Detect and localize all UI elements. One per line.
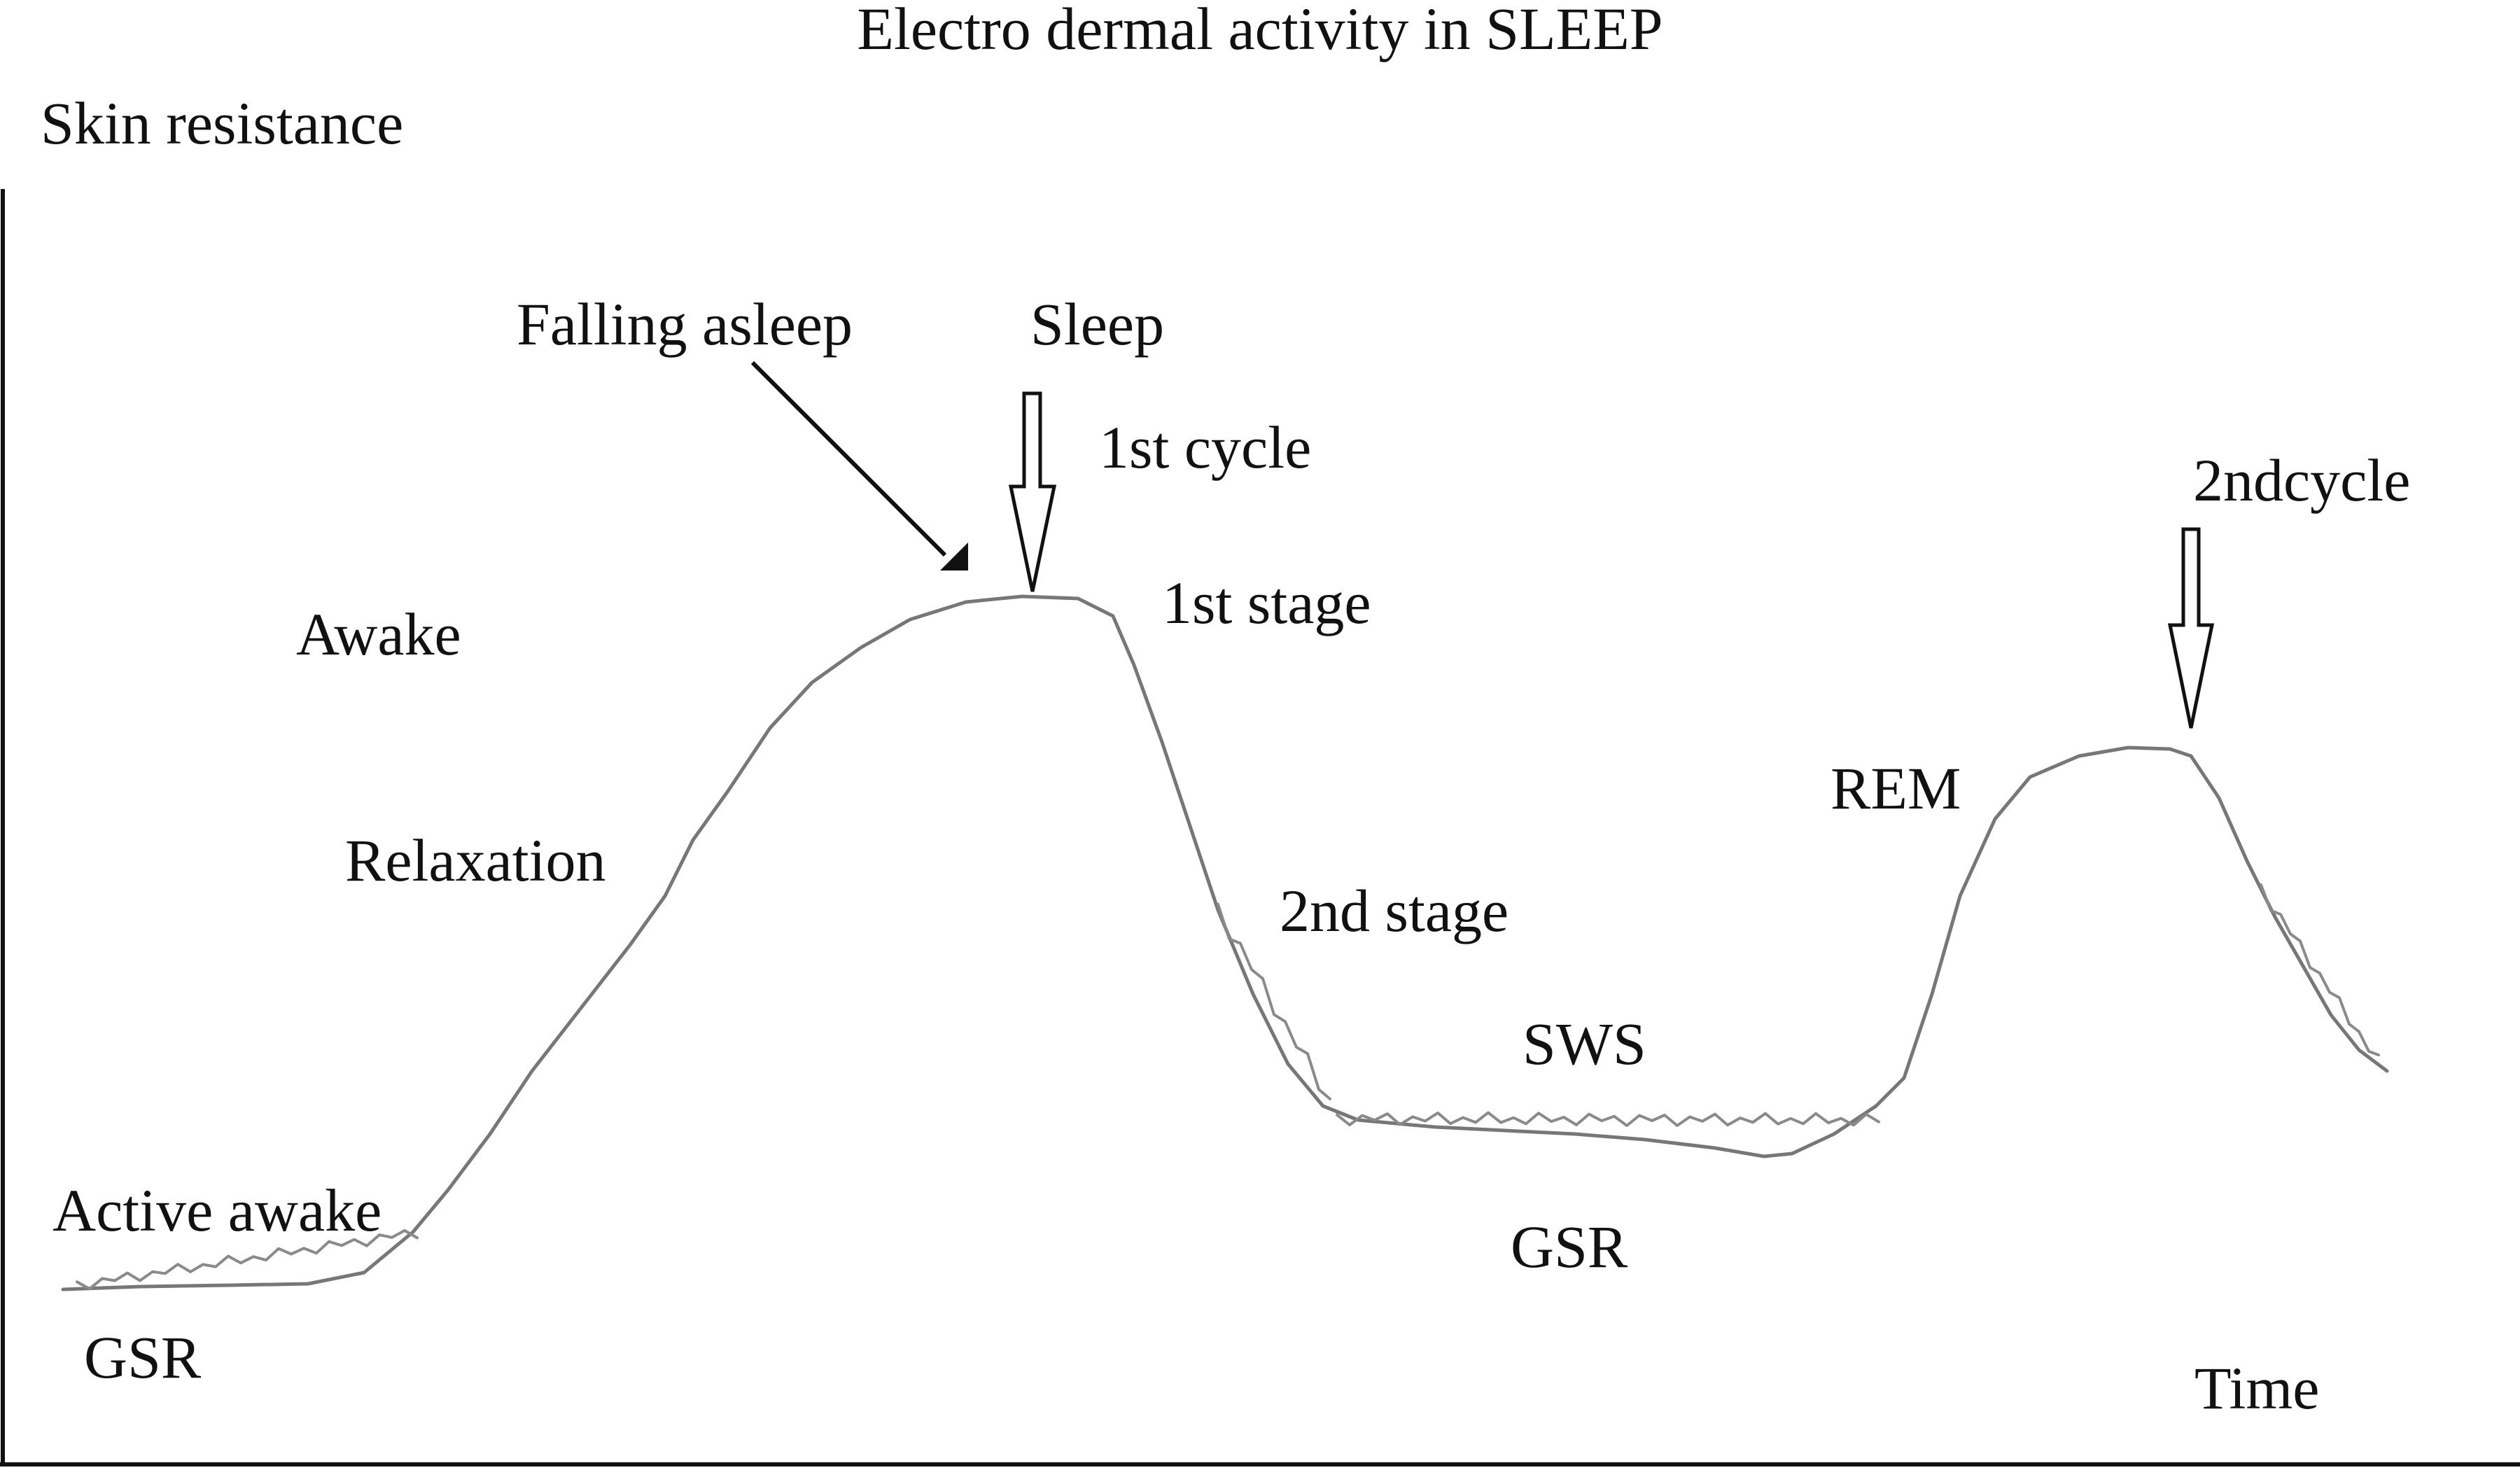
y-axis-label: Skin resistance [41, 90, 403, 157]
eda-curve [61, 594, 2389, 1292]
label-first-stage: 1st stage [1162, 569, 1371, 636]
label-second-stage: 2nd stage [1280, 877, 1508, 944]
eda-curve-noise [76, 883, 2380, 1291]
falling-asleep-arrowhead [940, 542, 968, 570]
label-sleep: Sleep [1030, 290, 1164, 358]
label-rem: REM [1830, 755, 1961, 822]
label-awake: Awake [296, 601, 461, 668]
falling-asleep-arrow-shaft [750, 360, 947, 557]
label-first-cycle: 1st cycle [1099, 414, 1311, 481]
label-active-awake: Active awake [52, 1177, 382, 1244]
second-cycle-arrow [2167, 527, 2215, 729]
label-gsr-left: GSR [84, 1324, 202, 1391]
label-gsr-mid: GSR [1511, 1213, 1628, 1280]
chart-title: Electro dermal activity in SLEEP [857, 0, 1662, 62]
label-second-cycle: 2ndcycle [2193, 447, 2410, 514]
x-axis-label: Time [2194, 1354, 2319, 1422]
label-falling-asleep: Falling asleep [517, 290, 853, 358]
label-relaxation: Relaxation [345, 827, 606, 894]
sleep-arrow [1008, 391, 1057, 592]
label-sws: SWS [1522, 1010, 1646, 1077]
